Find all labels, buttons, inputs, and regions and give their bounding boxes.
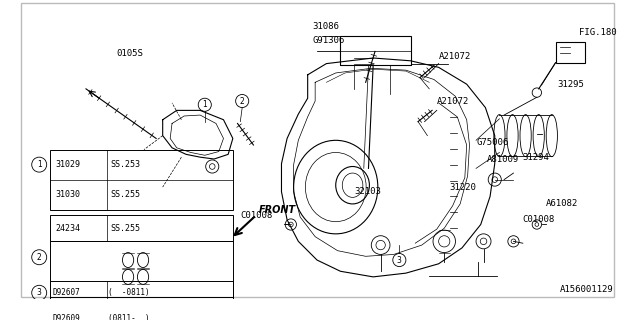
- Text: 32103: 32103: [355, 187, 381, 196]
- Text: A156001129: A156001129: [560, 285, 614, 294]
- Text: A21072: A21072: [436, 97, 469, 106]
- Bar: [51, 281, 233, 320]
- Text: 1: 1: [37, 160, 42, 169]
- Text: SS.255: SS.255: [110, 190, 140, 199]
- Text: 31295: 31295: [557, 80, 584, 89]
- Text: G75006: G75006: [476, 138, 508, 147]
- Text: 2: 2: [37, 253, 42, 262]
- Text: A21072: A21072: [438, 52, 471, 60]
- Text: A81009: A81009: [487, 155, 520, 164]
- Text: 31220: 31220: [450, 183, 477, 192]
- Text: 31030: 31030: [55, 190, 80, 199]
- Bar: [51, 241, 233, 298]
- Text: 31086: 31086: [312, 22, 339, 31]
- Text: (  -0811): ( -0811): [108, 288, 150, 297]
- Text: FRONT: FRONT: [259, 204, 296, 214]
- Bar: [340, 36, 411, 66]
- Text: SS.255: SS.255: [110, 224, 140, 233]
- Bar: [51, 150, 233, 211]
- Text: 0105S: 0105S: [116, 49, 143, 58]
- Text: SS.253: SS.253: [110, 160, 140, 169]
- Text: 3: 3: [397, 256, 402, 265]
- Text: 3: 3: [36, 288, 42, 297]
- Text: (0811-  ): (0811- ): [108, 315, 150, 320]
- Bar: [51, 215, 233, 241]
- Text: 31029: 31029: [55, 160, 80, 169]
- Text: G91306: G91306: [312, 36, 344, 45]
- Text: 31294: 31294: [523, 153, 550, 162]
- Text: C01008: C01008: [241, 211, 273, 220]
- Text: 1: 1: [202, 100, 207, 109]
- Text: A61082: A61082: [546, 199, 579, 208]
- Bar: [556, 42, 586, 63]
- Text: 2: 2: [240, 97, 244, 106]
- Text: FIG.180: FIG.180: [579, 28, 616, 37]
- Text: 24234: 24234: [55, 224, 80, 233]
- Text: D92609: D92609: [52, 315, 80, 320]
- Text: D92607: D92607: [52, 288, 80, 297]
- Text: C01008: C01008: [523, 215, 555, 224]
